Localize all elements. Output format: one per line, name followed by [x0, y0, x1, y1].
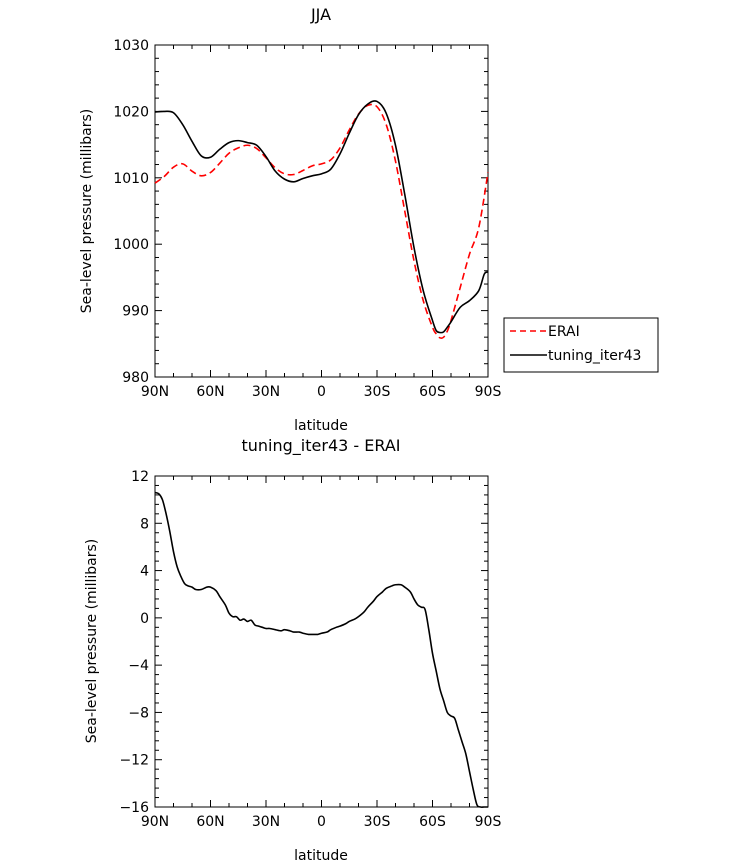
y-axis-label: Sea-level pressure (millibars): [79, 109, 95, 313]
x-tick-label: 90S: [475, 384, 502, 400]
x-tick-labels: 90N 60N 30N 0 30S 60S 90S: [141, 814, 502, 830]
y-tick-label: 1030: [113, 38, 149, 54]
x-tick-label: 90N: [141, 814, 169, 830]
chart-title: JJA: [310, 5, 331, 24]
y-tick-labels: −16 −12 −8 −4 0 4 8 12: [119, 469, 149, 816]
legend: ERAI tuning_iter43: [503, 317, 659, 373]
x-tick-label: 0: [317, 384, 326, 400]
y-tick-label: 12: [131, 469, 149, 485]
x-tick-label: 90S: [475, 814, 502, 830]
x-tick-label: 60S: [419, 384, 446, 400]
y-tick-label: −12: [119, 753, 149, 769]
y-tick-label: 8: [140, 516, 149, 532]
x-tick-label: 30S: [364, 814, 391, 830]
y-tick-label: −8: [128, 705, 149, 721]
plot-frame: [154, 475, 489, 808]
panel-top: JJA 90N 60N 30N 0 30S 60S 90S 980 990 1000 1010 10…: [79, 5, 501, 434]
legend-tuning-label: tuning_iter43: [548, 348, 641, 364]
legend-box: [503, 317, 659, 373]
series-group: [154, 491, 488, 808]
x-tick-label: 60N: [196, 384, 224, 400]
axis-ticks: [154, 44, 489, 378]
y-tick-label: 1020: [113, 104, 149, 120]
x-tick-label: 30N: [252, 384, 280, 400]
x-axis-label: latitude: [294, 848, 348, 864]
y-tick-labels: 980 990 1000 1010 1020 1030: [113, 38, 149, 386]
x-tick-label: 60N: [196, 814, 224, 830]
y-tick-label: −4: [128, 658, 149, 674]
plot-frame: [154, 44, 489, 378]
y-tick-label: −16: [119, 800, 149, 816]
y-tick-label: 1000: [113, 237, 149, 253]
y-tick-label: 4: [140, 564, 149, 580]
series-group: [154, 100, 489, 339]
y-tick-label: 990: [122, 304, 149, 320]
series-line-tuning-iter43: [154, 100, 489, 334]
panel-bottom: tuning_iter43 - ERAI 90N 60N 30N 0 30S 60S 90S…: [84, 436, 501, 864]
series-line-erai: [154, 103, 489, 339]
axis-ticks: [154, 475, 489, 808]
y-tick-label: 980: [122, 370, 149, 386]
series-line-difference: [154, 491, 488, 808]
x-tick-label: 30N: [252, 814, 280, 830]
x-axis-label: latitude: [294, 418, 348, 434]
y-tick-label: 1010: [113, 171, 149, 187]
chart-title: tuning_iter43 - ERAI: [242, 436, 401, 456]
y-axis-label: Sea-level pressure (millibars): [84, 539, 100, 743]
x-tick-label: 60S: [419, 814, 446, 830]
x-tick-labels: 90N 60N 30N 0 30S 60S 90S: [141, 384, 502, 400]
y-tick-label: 0: [140, 611, 149, 627]
legend-erai-label: ERAI: [548, 324, 580, 340]
x-tick-label: 0: [317, 814, 326, 830]
x-tick-label: 90N: [141, 384, 169, 400]
x-tick-label: 30S: [364, 384, 391, 400]
